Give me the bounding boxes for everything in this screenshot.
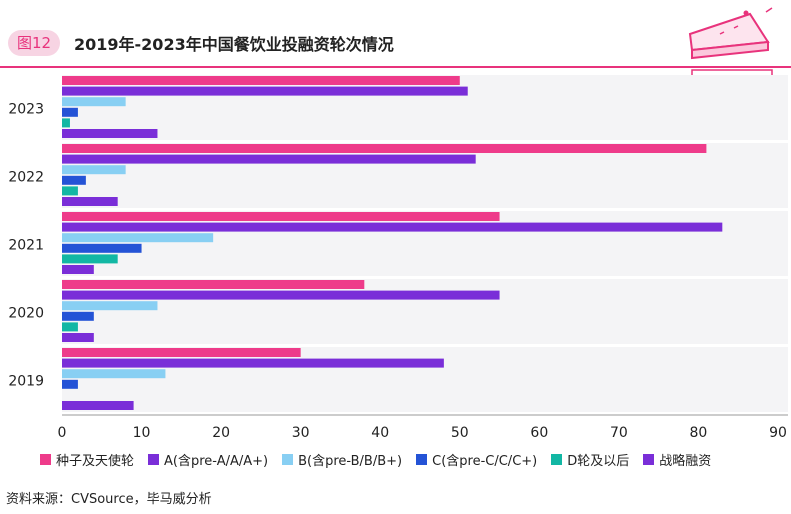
bar [62, 222, 723, 232]
legend-item: B(含pre-B/B/B+) [282, 450, 402, 469]
x-tick-label: 0 [58, 425, 67, 441]
y-tick-label: 2022 [8, 170, 44, 186]
bar [62, 379, 78, 389]
bar [62, 118, 70, 128]
legend-item: A(含pre-A/A/A+) [148, 450, 268, 469]
legend-label: B(含pre-B/B/B+) [298, 453, 403, 469]
y-tick-label: 2023 [8, 102, 44, 118]
bar [62, 86, 468, 96]
header: 图12 2019年-2023年中国餐饮业投融资轮次情况 [0, 0, 791, 79]
y-axis-labels: 2023 2022 2021 2020 2019 [8, 102, 44, 390]
x-tick-label: 30 [292, 425, 310, 441]
x-tick-label: 60 [530, 425, 548, 441]
category-band [62, 75, 788, 140]
bar [62, 290, 500, 300]
bar [62, 301, 158, 311]
legend-swatch [282, 453, 294, 465]
bar [62, 129, 158, 138]
bar [62, 333, 94, 342]
legend: 种子及天使轮 A(含pre-A/A/A+) B(含pre-B/B/B+) C(含… [40, 448, 790, 470]
bars-group [62, 75, 788, 412]
bar [62, 265, 94, 274]
legend-swatch [40, 453, 51, 465]
bar [62, 280, 365, 289]
category-band [62, 143, 788, 208]
legend-label: D轮及以后 [567, 453, 630, 469]
x-tick-label: 20 [212, 425, 230, 441]
bar [62, 243, 142, 253]
legend-item: 战略融资 [643, 450, 711, 469]
bar [62, 369, 166, 379]
page-title: 2019年-2023年中国餐饮业投融资轮次情况 [74, 35, 394, 54]
category-band [62, 211, 788, 276]
bar-chart: 2023 2022 2021 2020 2019 0 10 20 30 40 50 60 70 80 90 [8, 75, 788, 441]
x-tick-label: 90 [769, 425, 787, 441]
legend-item: 种子及天使轮 [40, 450, 134, 469]
legend-label: 种子及天使轮 [56, 453, 135, 469]
bar [62, 322, 78, 332]
legend-item: D轮及以后 [551, 450, 629, 469]
legend-item: C(含pre-C/C/C+) [416, 450, 537, 469]
legend-swatch [551, 453, 563, 465]
legend-swatch [148, 453, 160, 465]
bar [62, 97, 126, 107]
bar [62, 107, 78, 117]
bar [62, 311, 94, 321]
bar [62, 358, 444, 368]
header-rule [0, 66, 791, 68]
y-tick-label: 2020 [8, 306, 44, 322]
category-band [62, 279, 788, 344]
category-band [62, 347, 788, 412]
figure-badge: 图12 [8, 30, 60, 56]
legend-label: 战略融资 [659, 453, 712, 469]
x-tick-label: 80 [690, 425, 708, 441]
legend-swatch [416, 453, 428, 465]
x-axis-ticks: 0 10 20 30 40 50 60 70 80 90 [58, 425, 787, 441]
bar [62, 212, 500, 221]
x-tick-label: 10 [133, 425, 151, 441]
bar [62, 154, 476, 164]
y-tick-label: 2021 [8, 238, 44, 254]
bar [62, 233, 214, 243]
legend-swatch [643, 453, 655, 465]
bar [62, 401, 134, 410]
bar [62, 197, 118, 206]
x-tick-label: 40 [371, 425, 389, 441]
bar [62, 175, 86, 185]
bar [62, 348, 301, 357]
bar [62, 165, 126, 175]
source-note: 资料来源：CVSource，毕马威分析 [6, 492, 212, 507]
x-tick-label: 70 [610, 425, 628, 441]
legend-label: C(含pre-C/C/C+) [432, 453, 538, 469]
bar [62, 76, 460, 85]
x-tick-label: 50 [451, 425, 469, 441]
legend-label: A(含pre-A/A/A+) [164, 453, 269, 469]
y-tick-label: 2019 [8, 374, 44, 390]
bar [62, 144, 707, 153]
bar [62, 186, 78, 196]
bar [62, 254, 118, 264]
